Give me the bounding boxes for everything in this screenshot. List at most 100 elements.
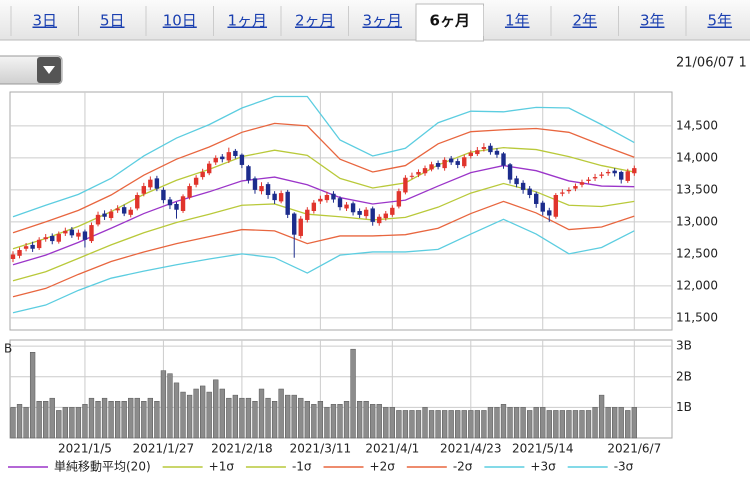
candle-body [50, 235, 55, 242]
y-tick-label: 11,500 [676, 310, 718, 324]
band-line [12, 164, 635, 266]
volume-bar [474, 410, 480, 439]
candle-body [448, 158, 454, 163]
tab[interactable]: 3ヶ月 [362, 12, 402, 30]
candle-body [36, 239, 42, 249]
candle-body [95, 214, 101, 225]
volume-bar [409, 410, 415, 439]
y-tick-label: 13,500 [676, 182, 718, 196]
candle-body [612, 170, 617, 174]
volume-bar [75, 407, 82, 439]
candle-body [305, 209, 310, 220]
y-tick-label: 14,500 [676, 118, 718, 132]
candle-body [239, 154, 245, 165]
volume-bar [95, 401, 101, 439]
volume-bar [343, 401, 350, 439]
volume-bar [49, 397, 55, 439]
candle-body [161, 189, 166, 201]
tab[interactable]: 2年 [572, 12, 597, 30]
volume-bar [330, 404, 337, 439]
tab[interactable]: 3年 [640, 12, 665, 30]
volume-bar [134, 397, 140, 439]
candle-body [416, 171, 421, 175]
legend-label: +3σ [530, 460, 556, 474]
tab[interactable]: 6ヶ月 [430, 12, 470, 30]
volume-bar [128, 397, 134, 439]
volume-bar [278, 388, 284, 439]
candle-body [318, 198, 323, 202]
tab[interactable]: 2ヶ月 [295, 12, 335, 30]
tab[interactable]: 1年 [505, 12, 530, 30]
volume-bar [356, 401, 363, 439]
tab[interactable]: 5日 [100, 12, 125, 30]
tab[interactable]: 3日 [32, 12, 57, 30]
candle-body [135, 195, 140, 209]
volume-bar [252, 401, 258, 439]
candle-body [252, 178, 258, 190]
x-tick-label: 2021/1/5 [58, 442, 112, 456]
tab[interactable]: 1ヶ月 [227, 12, 267, 30]
volume-bar [108, 401, 114, 439]
volume-bar [206, 391, 212, 439]
candle-body [586, 179, 591, 181]
candle-body [82, 231, 88, 240]
volume-bar [219, 388, 225, 439]
legend-label: -2σ [453, 460, 473, 474]
band-line [12, 200, 635, 298]
volume-bar [383, 407, 389, 439]
x-tick-label: 2021/1/27 [133, 442, 195, 456]
candle-body [350, 203, 356, 213]
volume-bar [82, 404, 88, 439]
volume-bar [376, 404, 382, 439]
candle-body [599, 174, 604, 176]
candle-body [442, 159, 447, 169]
volume-bar [572, 410, 579, 439]
volume-bar [285, 394, 291, 439]
candle-body [527, 188, 532, 196]
volume-bar [200, 385, 206, 439]
volume-axis-label: B [4, 342, 12, 356]
candle-body [337, 198, 343, 208]
candle-body [292, 213, 297, 235]
volume-bar [298, 397, 304, 439]
y-tick-label: 2B [676, 369, 692, 383]
tab[interactable]: 10日 [163, 12, 197, 30]
candle-body [566, 189, 572, 192]
candle-body [69, 229, 75, 236]
candle-body [115, 208, 120, 211]
volume-bar [232, 394, 239, 439]
candle-body [324, 195, 330, 201]
volume-bar [494, 407, 500, 439]
candle-body [246, 166, 251, 181]
volume-bar [88, 397, 95, 439]
candle-body [363, 209, 369, 217]
tab[interactable]: 5年 [707, 12, 732, 30]
candle-body [180, 196, 186, 211]
price-panel [9, 91, 673, 331]
volume-bar [579, 410, 585, 439]
volume-bar [56, 410, 62, 439]
tab-bar [0, 0, 750, 40]
volume-bar [36, 401, 42, 439]
volume-bar [422, 407, 428, 439]
candle-body [89, 225, 94, 242]
volume-bar [154, 401, 160, 439]
volume-bar [265, 397, 271, 439]
volume-bar [23, 407, 29, 439]
candle-body [468, 152, 473, 156]
candle-body [10, 254, 16, 259]
legend-label: -1σ [292, 460, 312, 474]
candle-body [220, 156, 225, 160]
volume-bar [546, 410, 552, 439]
volume-bar [468, 410, 474, 439]
volume-bar [461, 410, 467, 439]
volume-bar [121, 401, 127, 439]
volume-bar [62, 407, 68, 439]
candle-body [494, 150, 500, 155]
candle-body [370, 208, 375, 222]
candle-body [520, 182, 526, 190]
volume-bar [304, 401, 310, 439]
candle-body [403, 177, 408, 193]
volume-bar [180, 391, 186, 439]
x-tick-label: 2021/5/14 [512, 442, 574, 456]
